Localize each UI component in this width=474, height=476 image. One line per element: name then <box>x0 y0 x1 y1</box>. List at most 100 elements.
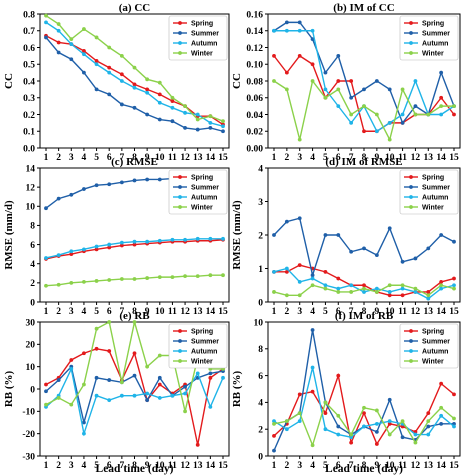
y-tick-label: 14 <box>26 164 36 174</box>
data-point <box>107 242 112 247</box>
data-point <box>323 427 328 432</box>
data-point <box>387 226 392 231</box>
data-point <box>132 105 137 110</box>
x-tick-label: 14 <box>206 461 216 471</box>
legend-entry: Autumn <box>422 349 448 356</box>
x-tick-label: 9 <box>374 461 379 471</box>
data-point <box>157 80 162 85</box>
x-tick-label: 11 <box>398 307 407 317</box>
x-tick-label: 10 <box>385 307 395 317</box>
x-tick-label: 1 <box>272 307 277 317</box>
legend-entry: Spring <box>191 21 213 28</box>
data-point <box>69 252 74 257</box>
y-tick-label: 0.04 <box>246 111 263 121</box>
data-point <box>195 112 200 117</box>
x-tick-label: 6 <box>107 153 112 163</box>
data-point <box>69 57 74 62</box>
series-autumn <box>44 20 225 129</box>
data-point <box>439 283 444 288</box>
data-point <box>439 233 444 237</box>
data-point <box>310 365 315 370</box>
panel-title: (a) CC <box>119 2 151 14</box>
data-point <box>132 320 137 324</box>
x-tick-label: 6 <box>336 461 341 471</box>
data-point <box>374 286 379 291</box>
data-point <box>336 286 341 291</box>
x-tick-label: 3 <box>69 307 74 317</box>
data-point <box>400 419 405 424</box>
data-point <box>56 378 61 382</box>
data-point <box>336 290 341 294</box>
legend-entry: Autumn <box>191 349 217 356</box>
series-winter <box>272 400 456 448</box>
x-tick-label: 1 <box>272 461 277 471</box>
x-tick-label: 4 <box>82 153 87 163</box>
data-point <box>56 40 61 45</box>
legend: Spring Summer Autumn Winter <box>168 323 228 369</box>
data-point <box>426 424 431 429</box>
data-point <box>107 182 112 187</box>
data-point <box>400 424 405 429</box>
data-point <box>82 280 86 284</box>
data-point <box>44 389 48 394</box>
data-point <box>44 20 48 25</box>
data-point <box>323 87 328 92</box>
data-point <box>157 177 162 182</box>
data-point <box>387 432 392 437</box>
data-point <box>374 129 379 134</box>
data-point <box>107 398 112 403</box>
data-point <box>183 384 187 389</box>
x-tick-label: 8 <box>132 461 137 471</box>
data-point <box>56 196 61 201</box>
data-point <box>323 411 328 416</box>
data-point <box>452 112 456 117</box>
data-point <box>362 424 366 429</box>
x-tick-label: 12 <box>180 153 190 163</box>
data-point <box>297 28 302 33</box>
data-point <box>284 266 289 271</box>
data-point <box>157 353 162 358</box>
data-point <box>297 53 302 58</box>
data-point <box>387 419 392 424</box>
series-autumn <box>272 266 456 301</box>
x-tick-label: 5 <box>323 153 328 163</box>
y-tick-label: 0.8 <box>23 10 35 20</box>
data-point <box>439 104 444 109</box>
data-point <box>297 280 302 284</box>
data-point <box>439 381 444 386</box>
y-axis-label: RMSE (mm/d) <box>3 200 15 270</box>
x-tick-label: 14 <box>206 153 216 163</box>
data-point <box>132 85 137 90</box>
data-point <box>362 286 366 291</box>
x-tick-label: 6 <box>336 307 341 317</box>
legend-entry: Summer <box>422 185 450 192</box>
legend-marker <box>178 195 182 199</box>
data-point <box>336 424 341 429</box>
data-point <box>284 293 289 298</box>
x-tick-label: 13 <box>424 461 434 471</box>
data-point <box>310 273 315 278</box>
data-point <box>336 413 341 418</box>
data-point <box>69 42 74 47</box>
y-tick-label: 0.2 <box>23 111 35 121</box>
legend-box <box>399 169 459 215</box>
x-tick-label: 10 <box>155 153 165 163</box>
data-point <box>107 65 112 70</box>
x-tick-label: 11 <box>168 307 177 317</box>
data-point <box>119 277 124 281</box>
series-spring <box>272 53 456 134</box>
data-point <box>374 421 379 426</box>
data-point <box>44 35 48 40</box>
data-point <box>362 405 366 410</box>
x-tick-label: 8 <box>362 307 367 317</box>
data-point <box>400 293 405 298</box>
data-point <box>94 244 99 249</box>
data-point <box>439 70 444 75</box>
panel-title: (f) IM of RB <box>335 310 394 322</box>
y-tick-label: 0.7 <box>23 27 35 37</box>
legend-entry: Winter <box>422 359 444 366</box>
x-tick-label: 1 <box>44 461 49 471</box>
data-point <box>170 119 175 124</box>
